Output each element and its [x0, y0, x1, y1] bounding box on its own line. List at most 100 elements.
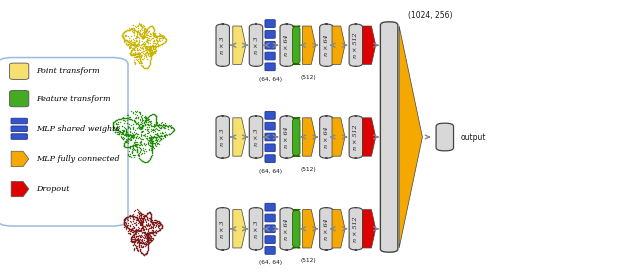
Point: [159, 125, 169, 129]
FancyBboxPatch shape: [11, 126, 28, 132]
Point: [145, 41, 156, 45]
Point: [144, 29, 154, 33]
Point: [143, 43, 153, 48]
FancyBboxPatch shape: [0, 58, 128, 226]
Point: [142, 232, 152, 236]
Point: [143, 230, 154, 235]
Point: [152, 139, 162, 143]
Point: [134, 246, 145, 251]
Point: [132, 42, 142, 46]
Point: [147, 230, 157, 235]
Point: [147, 50, 157, 55]
Point: [152, 220, 162, 225]
Point: [157, 36, 167, 40]
Point: [141, 236, 152, 240]
Polygon shape: [399, 26, 422, 248]
Point: [144, 230, 154, 235]
Point: [140, 252, 150, 257]
Point: [131, 53, 141, 58]
Point: [119, 125, 129, 129]
Point: [141, 233, 152, 238]
Point: [134, 31, 144, 35]
Point: [131, 57, 141, 61]
Point: [143, 235, 153, 239]
Point: [141, 134, 152, 138]
Point: [120, 218, 131, 222]
Point: [152, 41, 162, 45]
Point: [145, 52, 156, 56]
Point: [125, 117, 135, 121]
Text: n × 3: n × 3: [253, 36, 259, 54]
Text: n × 64: n × 64: [324, 35, 329, 56]
Point: [131, 61, 141, 65]
Point: [147, 139, 157, 144]
Point: [129, 155, 139, 159]
Point: [123, 225, 133, 230]
Point: [118, 118, 129, 122]
Point: [136, 22, 146, 26]
Point: [136, 126, 147, 130]
Point: [136, 142, 147, 146]
Point: [122, 132, 132, 137]
Text: (64, 64): (64, 64): [259, 169, 282, 174]
Point: [127, 134, 138, 139]
Point: [135, 217, 145, 222]
Point: [134, 234, 145, 238]
Point: [133, 122, 143, 127]
Point: [136, 133, 147, 138]
Point: [142, 242, 152, 246]
Point: [140, 31, 150, 35]
Point: [130, 138, 140, 142]
Point: [112, 131, 122, 136]
Point: [132, 47, 142, 51]
Point: [132, 121, 142, 125]
Point: [126, 135, 136, 139]
Point: [137, 36, 147, 40]
Point: [132, 152, 143, 156]
Point: [122, 139, 132, 144]
Point: [138, 36, 148, 41]
Point: [122, 145, 132, 149]
Point: [127, 52, 137, 57]
Point: [125, 238, 136, 242]
Point: [144, 119, 154, 123]
Point: [137, 63, 147, 68]
Point: [149, 47, 159, 51]
Point: [128, 232, 138, 237]
Point: [118, 34, 128, 38]
Point: [136, 218, 146, 222]
Point: [142, 127, 152, 132]
Point: [148, 44, 158, 48]
Point: [135, 216, 145, 221]
Text: (64, 64): (64, 64): [259, 77, 282, 82]
Point: [144, 147, 154, 152]
Point: [140, 236, 150, 240]
Point: [121, 226, 131, 230]
Point: [141, 39, 151, 43]
Point: [134, 51, 144, 55]
Point: [147, 140, 157, 144]
Point: [140, 213, 150, 218]
Point: [161, 123, 171, 128]
Point: [109, 125, 119, 129]
Point: [138, 64, 148, 68]
Point: [122, 28, 132, 33]
Point: [124, 125, 134, 129]
Point: [129, 134, 139, 138]
Point: [143, 141, 153, 145]
Point: [134, 124, 145, 129]
Point: [139, 33, 149, 38]
Point: [145, 49, 156, 54]
Point: [146, 121, 156, 125]
Point: [134, 55, 145, 59]
Point: [134, 243, 144, 248]
Point: [141, 120, 151, 124]
Point: [129, 239, 140, 243]
Point: [151, 114, 161, 118]
Point: [134, 117, 145, 122]
Point: [145, 51, 156, 55]
Point: [115, 129, 125, 133]
Point: [148, 236, 159, 240]
Point: [130, 214, 140, 219]
Point: [142, 128, 152, 133]
